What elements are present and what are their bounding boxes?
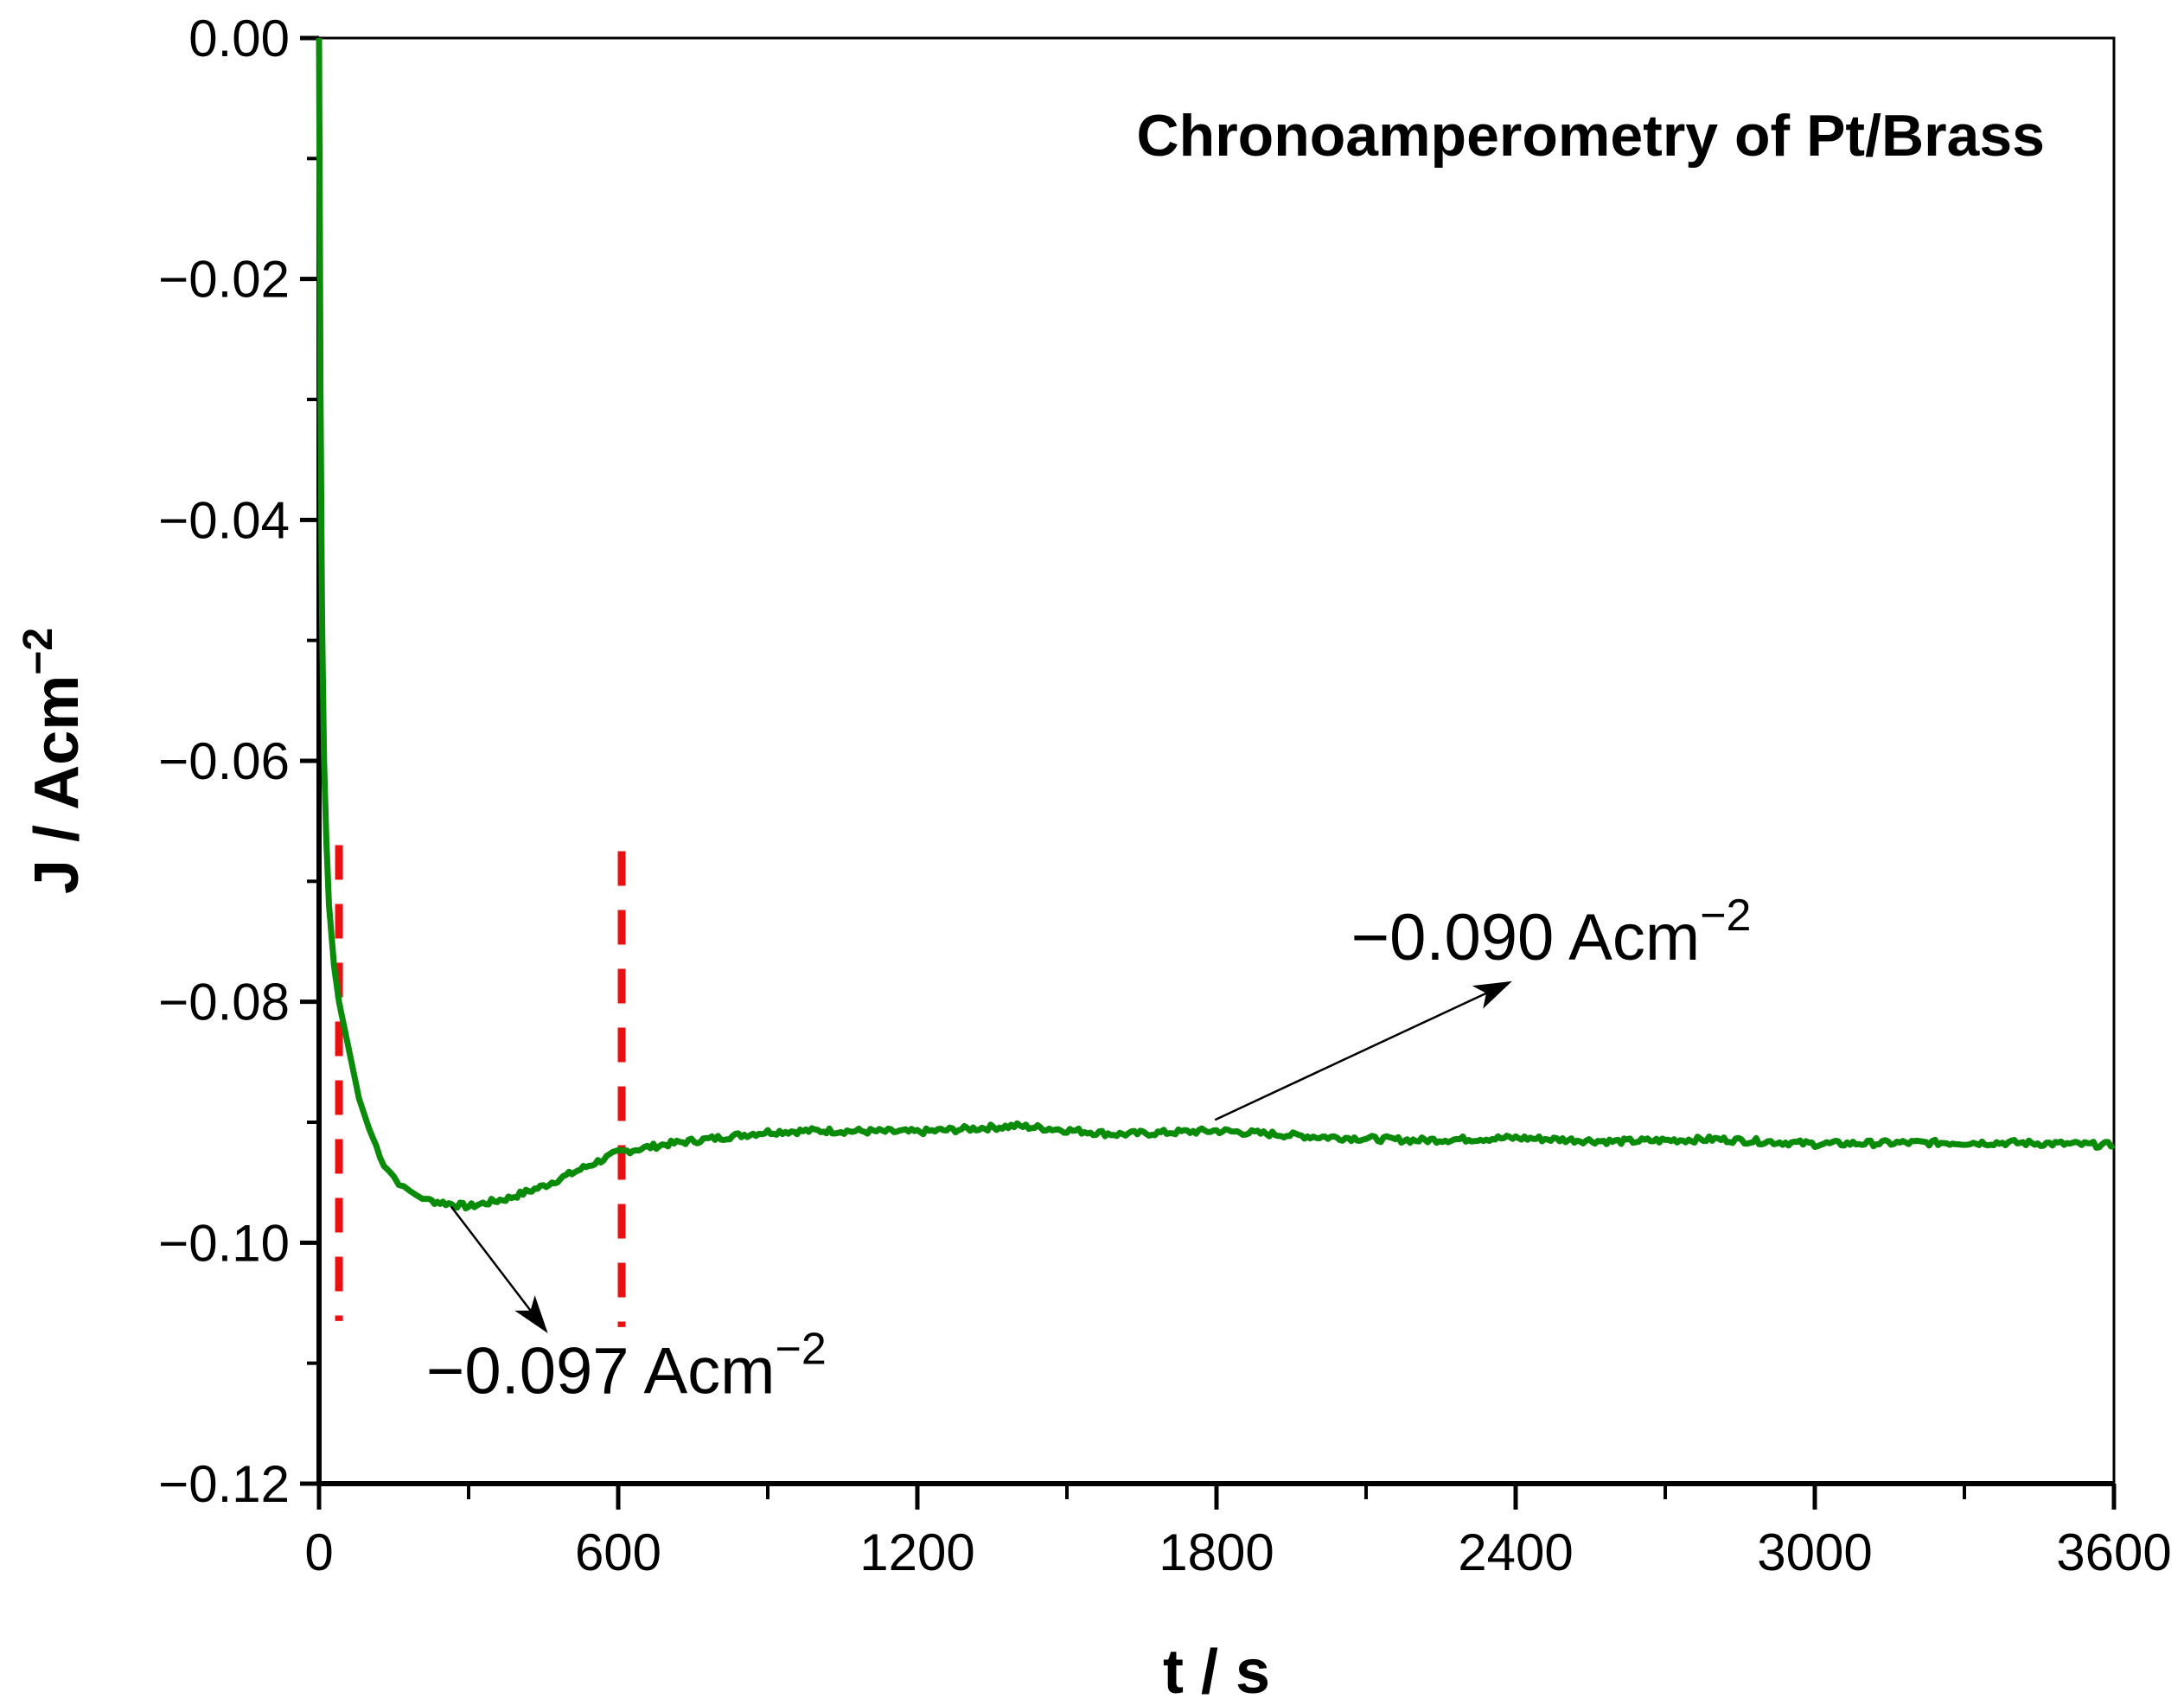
y-tick-label: −0.10 xyxy=(158,1214,290,1272)
annotation-unit-superscript: −2 xyxy=(775,1325,826,1375)
x-tick-label: 3000 xyxy=(1757,1523,1872,1581)
annotation-label: −0.097 Acm−2 xyxy=(426,1325,827,1408)
y-tick-label: −0.04 xyxy=(158,491,290,549)
y-axis-label-main: J / Acm xyxy=(22,675,92,894)
y-tick-label: −0.02 xyxy=(158,251,290,309)
x-axis-label: t / s xyxy=(1163,1638,1270,1705)
x-tick-label: 3600 xyxy=(2056,1523,2171,1581)
plot-area: 0.00 −0.02 −0.04 −0.06 −0.08 −0.10 −0.120 600 12… xyxy=(158,10,2172,1581)
x-tick-label: 600 xyxy=(575,1523,661,1581)
annotation-value: −0.090 Acm xyxy=(1351,901,1701,974)
plot-frame xyxy=(317,36,2116,1485)
annotation-label: −0.090 Acm−2 xyxy=(1351,891,1752,974)
y-tick-label: −0.12 xyxy=(158,1455,290,1513)
annotation-arrow xyxy=(1214,980,1512,1121)
annotation-arrow xyxy=(450,1205,548,1333)
x-tick-label: 0 xyxy=(304,1523,333,1581)
y-tick-label: 0.00 xyxy=(188,10,290,67)
y-axis-label-superscript: −2 xyxy=(16,628,61,675)
y-tick-label: −0.06 xyxy=(158,732,290,790)
current-density-line xyxy=(316,37,2116,1212)
annotation-value: −0.097 Acm xyxy=(426,1335,776,1408)
x-tick-label: 1800 xyxy=(1159,1523,1274,1581)
y-tick-label: −0.08 xyxy=(158,974,290,1031)
annotation-unit-superscript: −2 xyxy=(1700,891,1751,941)
x-tick-label: 2400 xyxy=(1458,1523,1573,1581)
chart-title: Chronoamperometry of Pt/Brass xyxy=(1137,103,2045,169)
y-axis-label: J / Acm−2 xyxy=(16,628,92,894)
x-tick-label: 1200 xyxy=(859,1523,974,1581)
